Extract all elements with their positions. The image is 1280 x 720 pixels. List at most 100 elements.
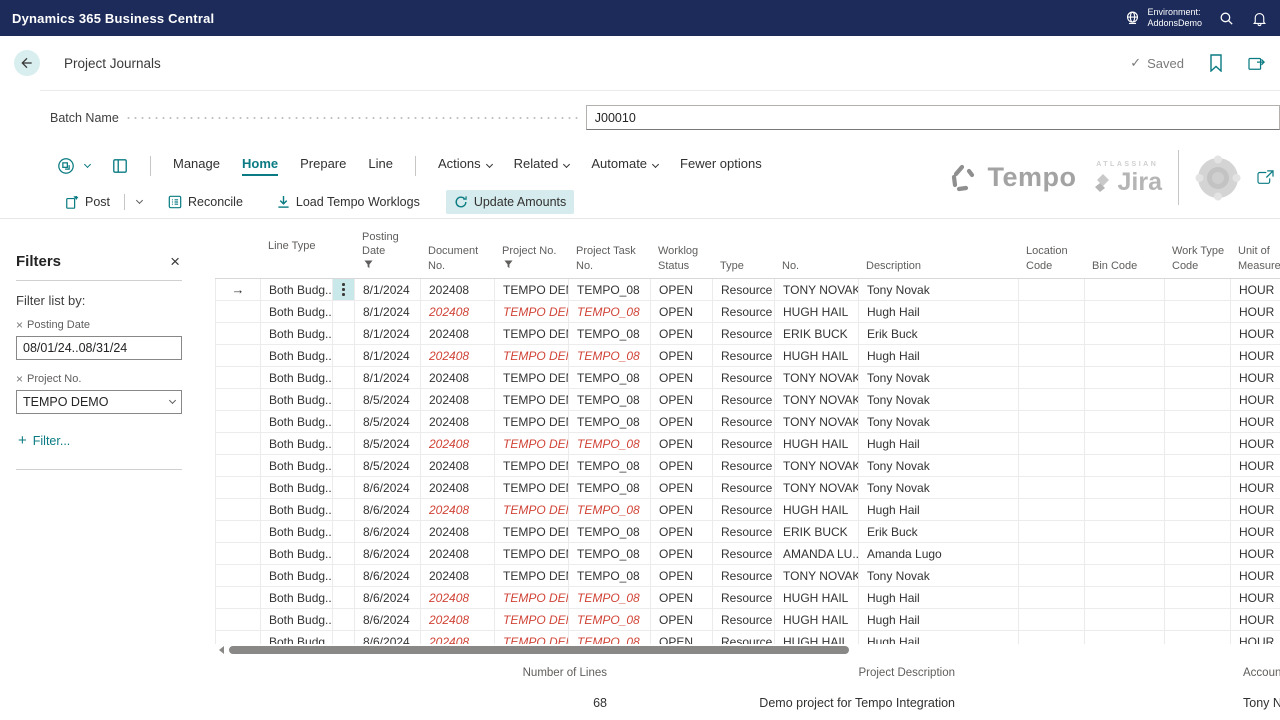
- post-dropdown-chevron-icon[interactable]: [135, 196, 144, 204]
- load-tempo-worklogs-button[interactable]: Load Tempo Worklogs: [269, 190, 428, 214]
- table-row[interactable]: Both Budg... 8/1/2024 202408 TEMPO DEMO …: [216, 345, 1280, 367]
- column-header-project-task-no[interactable]: Project Task No.: [576, 245, 636, 272]
- table-row[interactable]: Both Budg... 8/6/2024 202408 TEMPO DEMO …: [216, 521, 1280, 543]
- horizontal-scrollbar[interactable]: [215, 644, 1270, 655]
- menu-prepare[interactable]: Prepare: [300, 156, 347, 171]
- row-options-button[interactable]: [333, 389, 355, 410]
- ribbon-action-row: Post Reconcile: [0, 186, 1280, 218]
- table-row[interactable]: Both Budg... 8/6/2024 202408 TEMPO DEMO …: [216, 587, 1280, 609]
- close-filters-icon[interactable]: ×: [170, 252, 180, 271]
- column-header-document-no[interactable]: Document No.: [428, 245, 479, 272]
- content-area: Filters × Filter list by: × Posting Date…: [0, 219, 1280, 655]
- table-row[interactable]: Both Budg... 8/5/2024 202408 TEMPO DEMO …: [216, 411, 1280, 433]
- add-filter-button[interactable]: + Filter...: [18, 432, 71, 449]
- saved-indicator: ✓ Saved: [1130, 55, 1184, 71]
- table-row[interactable]: Both Budg... 8/5/2024 202408 TEMPO DEMO …: [216, 433, 1280, 455]
- environment-name: AddonsDemo: [1147, 18, 1202, 28]
- download-icon: [277, 195, 290, 209]
- project-no-filter-select[interactable]: TEMPO DEMO: [16, 390, 182, 414]
- environment-label: Environment:: [1147, 6, 1201, 17]
- remove-project-no-filter[interactable]: × Project No.: [16, 372, 82, 386]
- column-header-posting-date[interactable]: Posting Date: [354, 230, 420, 278]
- column-header-work-type-code[interactable]: Work Type Code: [1172, 245, 1225, 272]
- row-options-button[interactable]: [333, 543, 355, 564]
- open-in-new-window-icon[interactable]: [1248, 55, 1266, 71]
- refresh-icon: [454, 195, 468, 209]
- row-options-button[interactable]: [333, 301, 355, 322]
- row-options-button[interactable]: [333, 631, 355, 644]
- table-row[interactable]: Both Budg... 8/5/2024 202408 TEMPO DEMO …: [216, 455, 1280, 477]
- app-publisher-logo-icon: [1195, 155, 1241, 200]
- column-header-location-code[interactable]: Location Code: [1026, 245, 1068, 272]
- back-button[interactable]: [14, 50, 40, 76]
- row-options-button[interactable]: [333, 609, 355, 630]
- column-header-unit-of-measure[interactable]: Unit of Measure: [1238, 245, 1280, 272]
- table-row[interactable]: Both Budg... 8/6/2024 202408 TEMPO DEMO …: [216, 477, 1280, 499]
- table-row[interactable]: Both Budg... 8/6/2024 202408 TEMPO DEMO …: [216, 499, 1280, 521]
- table-row[interactable]: Both Budg... 8/6/2024 202408 TEMPO DEMO …: [216, 609, 1280, 631]
- table-row[interactable]: Both Budg... 8/6/2024 202408 TEMPO DEMO …: [216, 565, 1280, 587]
- app-title: Dynamics 365 Business Central: [12, 10, 215, 26]
- menu-home[interactable]: Home: [241, 156, 279, 176]
- row-options-button[interactable]: [333, 367, 355, 388]
- row-options-button[interactable]: [333, 455, 355, 476]
- column-header-type[interactable]: Type: [720, 259, 744, 272]
- row-options-button[interactable]: [333, 587, 355, 608]
- environment-selector[interactable]: Environment: AddonsDemo: [1124, 7, 1202, 30]
- back-arrow-icon: [19, 55, 35, 71]
- post-button[interactable]: Post: [57, 190, 118, 215]
- switch-view-icon[interactable]: [57, 157, 92, 175]
- column-header-bin-code[interactable]: Bin Code: [1092, 259, 1138, 272]
- divider: [1178, 150, 1179, 205]
- vertical-ellipsis-icon: [342, 283, 345, 296]
- row-options-button[interactable]: [333, 499, 355, 520]
- scroll-left-arrow-icon[interactable]: [219, 646, 224, 654]
- posting-date-filter-input[interactable]: [16, 336, 182, 360]
- project-no-filter: × Project No. TEMPO DEMO: [16, 372, 182, 414]
- column-header-project-no[interactable]: Project No.: [494, 244, 568, 278]
- divider: [124, 194, 126, 210]
- environment-icon: [1124, 10, 1141, 27]
- table-row[interactable]: Both Budg... 8/1/2024 202408 TEMPO DEMO …: [216, 323, 1280, 345]
- row-options-button[interactable]: [333, 565, 355, 586]
- column-header-line-type[interactable]: Line Type: [268, 239, 316, 252]
- row-options-button[interactable]: [333, 345, 355, 366]
- share-icon[interactable]: [1257, 170, 1274, 185]
- row-options-button[interactable]: [333, 433, 355, 454]
- table-row[interactable]: Both Budg... 8/6/2024 202408 TEMPO DEMO …: [216, 543, 1280, 565]
- update-amounts-button[interactable]: Update Amounts: [445, 190, 575, 214]
- column-header-worklog-status[interactable]: Worklog Status: [658, 245, 699, 272]
- remove-posting-date-filter[interactable]: × Posting Date: [16, 318, 90, 332]
- table-row[interactable]: Both Budg... 8/1/2024 202408 TEMPO DEMO …: [216, 367, 1280, 389]
- row-options-button[interactable]: [333, 279, 355, 300]
- header-divider: [40, 90, 1280, 91]
- table-row[interactable]: Both Budg... 8/6/2024 202408 TEMPO DEMO …: [216, 631, 1280, 644]
- menu-manage[interactable]: Manage: [173, 156, 220, 171]
- notifications-bell-icon[interactable]: [1251, 10, 1268, 27]
- table-row[interactable]: Both Budg... 8/1/2024 202408 TEMPO DEMO …: [216, 301, 1280, 323]
- row-options-button[interactable]: [333, 411, 355, 432]
- toggle-pane-icon[interactable]: [112, 158, 128, 174]
- batch-name-input[interactable]: [585, 105, 1280, 130]
- menu-automate[interactable]: Automate: [591, 156, 660, 176]
- table-row[interactable]: → Both Budg... 8/1/2024 202408 TEMPO DEM…: [216, 279, 1280, 301]
- tempo-logo: Tempo: [950, 162, 1077, 193]
- row-options-button[interactable]: [333, 323, 355, 344]
- column-header-no[interactable]: No.: [782, 259, 800, 272]
- menu-actions[interactable]: Actions: [438, 156, 493, 176]
- tempo-icon: [951, 164, 974, 191]
- menu-related[interactable]: Related: [514, 156, 571, 176]
- row-options-button[interactable]: [333, 477, 355, 498]
- bookmark-icon[interactable]: [1208, 54, 1224, 72]
- current-row-arrow-icon: →: [231, 282, 245, 297]
- column-header-description[interactable]: Description: [866, 259, 922, 272]
- menu-fewer-options[interactable]: Fewer options: [680, 156, 762, 171]
- menu-line[interactable]: Line: [368, 156, 393, 171]
- search-icon[interactable]: [1218, 10, 1235, 27]
- table-row[interactable]: Both Budg... 8/5/2024 202408 TEMPO DEMO …: [216, 389, 1280, 411]
- jira-icon: [1094, 174, 1109, 192]
- reconcile-button[interactable]: Reconcile: [160, 190, 251, 214]
- scrollbar-thumb[interactable]: [229, 646, 849, 654]
- batch-name-row: Batch Name: [0, 91, 1280, 140]
- row-options-button[interactable]: [333, 521, 355, 542]
